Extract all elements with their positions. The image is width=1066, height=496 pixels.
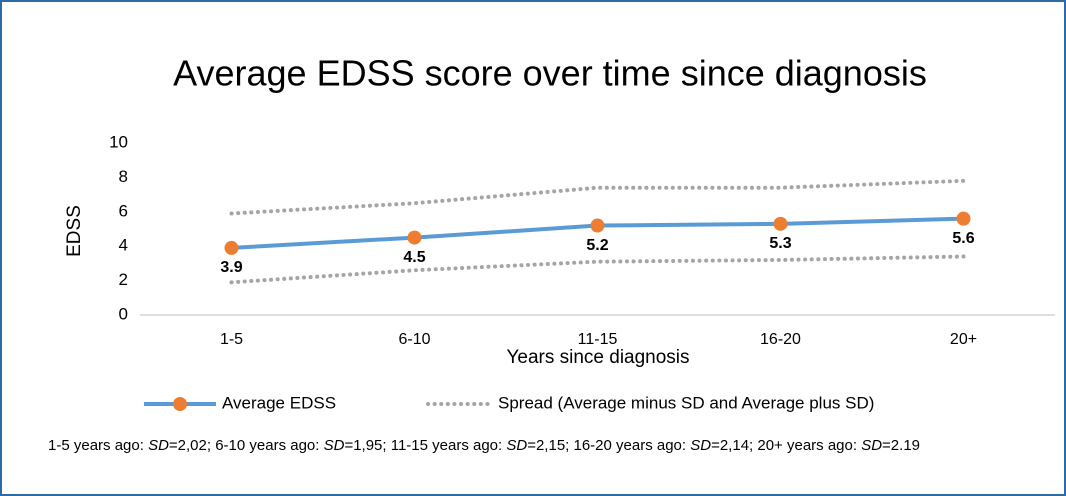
chart-title: Average EDSS score over time since diagn… — [173, 53, 927, 94]
footnote-part: =2,14; 20+ years ago: — [711, 437, 862, 454]
legend-label: Average EDSS — [222, 393, 336, 412]
footnote-part: SD — [861, 437, 883, 454]
data-point — [773, 216, 788, 231]
data-label: 5.2 — [586, 237, 608, 254]
data-point — [407, 230, 422, 245]
footnote-part: SD — [323, 437, 345, 454]
data-label: 5.3 — [769, 235, 791, 252]
y-axis-title: EDSS — [64, 205, 85, 257]
legend-label: Spread (Average minus SD and Average plu… — [498, 393, 874, 412]
footnote-part: SD — [506, 437, 528, 454]
footnote-part: =2.19 — [882, 437, 921, 454]
data-label: 3.9 — [220, 259, 242, 276]
y-tick-label: 2 — [119, 270, 128, 289]
spread-line — [229, 254, 966, 285]
y-tick-label: 4 — [119, 236, 128, 255]
spread-line — [229, 178, 966, 216]
footnote-part: =2,02; 6-10 years ago: — [168, 437, 324, 454]
footnote-part: =1,95; 11-15 years ago: — [344, 437, 507, 454]
footnote-part: SD — [148, 437, 169, 454]
y-tick-label: 0 — [119, 304, 128, 323]
y-tick-label: 10 — [109, 132, 128, 151]
y-tick-label: 6 — [119, 201, 128, 220]
x-tick-label: 11-15 — [578, 331, 618, 348]
data-point — [956, 211, 971, 226]
footnote-part: SD — [690, 437, 712, 454]
data-label: 5.6 — [952, 230, 974, 247]
x-tick-label: 6-10 — [398, 331, 430, 348]
x-tick-label: 16-20 — [760, 331, 801, 348]
legend-marker — [173, 397, 187, 411]
x-tick-label: 1-5 — [220, 331, 243, 348]
x-tick-label: 20+ — [950, 331, 977, 348]
data-label: 4.5 — [403, 249, 425, 266]
x-axis-title: Years since diagnosis — [506, 347, 689, 368]
footnote-part: 1-5 years ago: — [48, 437, 149, 454]
data-point — [224, 240, 239, 255]
footnote-part: =2,15; 16-20 years ago: — [527, 437, 691, 454]
footnote: 1-5 years ago: SD=2,02; 6-10 years ago: … — [48, 432, 1058, 459]
y-tick-label: 8 — [119, 167, 128, 186]
data-point — [590, 218, 605, 233]
